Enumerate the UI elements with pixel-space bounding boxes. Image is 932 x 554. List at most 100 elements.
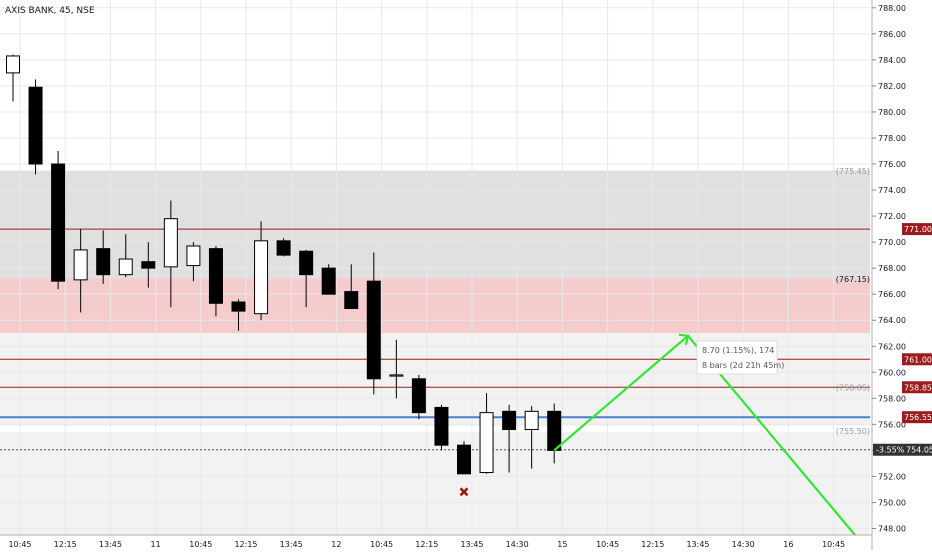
candle-15 xyxy=(344,264,359,310)
candle-body-11 xyxy=(254,240,269,315)
y-tick-label-18: 784.00 xyxy=(878,56,906,65)
candle-body-5 xyxy=(118,258,133,276)
measure-label: 8.70 (1.15%), 174 8 bars (2d 21h 45m) xyxy=(696,340,784,375)
price-tag-1: 761.00 xyxy=(902,353,932,366)
level-label-0: (775.45) xyxy=(836,167,870,176)
x-tick-label-18: 10:45 xyxy=(822,540,845,549)
candle-10 xyxy=(231,299,246,331)
x-tick-label-11: 14:30 xyxy=(506,540,529,549)
price-tag-bg-2 xyxy=(902,381,932,394)
x-tick-label-13: 10:45 xyxy=(596,540,619,549)
price-tag-bg-0 xyxy=(902,223,932,236)
measure-text-range: 8.70 (1.15%), 174 xyxy=(702,346,774,355)
measure-text-bars: 8 bars (2d 21h 45m) xyxy=(702,361,784,370)
candle-5 xyxy=(118,234,133,278)
candle-body-20 xyxy=(457,444,471,475)
x-tick-label-5: 12:15 xyxy=(234,540,257,549)
price-tag-text-0: 771.00 xyxy=(904,225,932,234)
marker-x-b xyxy=(459,487,469,497)
current-price-tag-bg xyxy=(873,443,932,456)
candle-13 xyxy=(299,249,314,308)
candle-23 xyxy=(524,406,539,469)
y-tick-label-9: 766.00 xyxy=(878,290,906,299)
price-tag-text-3: 756.55 xyxy=(904,413,932,422)
candle-body-4 xyxy=(96,248,111,276)
price-tag-2: 758.85 xyxy=(902,381,932,394)
current-price-value: 754.05 xyxy=(906,446,932,455)
candle-3 xyxy=(73,229,88,313)
candle-layer xyxy=(6,54,562,475)
candle-body-7 xyxy=(163,218,178,268)
x-tick-label-15: 13:45 xyxy=(686,540,709,549)
candle-0 xyxy=(6,54,20,102)
candle-body-2 xyxy=(51,163,66,282)
candle-2 xyxy=(51,150,66,289)
y-tick-label-0: 748.00 xyxy=(878,524,906,533)
y-tick-label-16: 780.00 xyxy=(878,108,906,117)
y-tick-label-7: 762.00 xyxy=(878,342,906,351)
y-tick-label-8: 764.00 xyxy=(878,316,906,325)
candle-body-1 xyxy=(28,86,43,165)
price-tag-bg-3 xyxy=(902,411,932,424)
candle-6 xyxy=(141,242,156,288)
candle-body-0 xyxy=(6,55,20,74)
zone-1 xyxy=(0,278,870,334)
zone-0 xyxy=(0,170,870,279)
y-tick-label-13: 774.00 xyxy=(878,186,906,195)
candle-body-17 xyxy=(389,374,404,377)
x-tick-label-0: 10:45 xyxy=(8,540,31,549)
candle-1 xyxy=(28,79,43,175)
x-tick-label-2: 13:45 xyxy=(99,540,122,549)
y-tick-label-2: 752.00 xyxy=(878,472,906,481)
candle-body-15 xyxy=(344,291,359,310)
x-tick-label-16: 14:30 xyxy=(732,540,755,549)
candle-body-8 xyxy=(186,245,201,267)
level-label-1: (767.15) xyxy=(836,275,870,284)
candle-17 xyxy=(389,339,404,399)
x-tick-label-3: 11 xyxy=(151,540,161,549)
y-tick-label-6: 760.00 xyxy=(878,368,906,377)
x-tick-label-6: 13:45 xyxy=(280,540,303,549)
candle-body-19 xyxy=(434,406,449,446)
measure-box xyxy=(696,340,778,375)
candle-20 xyxy=(457,441,471,475)
price-axis-bg xyxy=(872,0,932,550)
chart-title: AXIS BANK, 45, NSE xyxy=(5,6,95,16)
candle-body-14 xyxy=(321,267,336,295)
x-tick-label-9: 12:15 xyxy=(415,540,438,549)
candle-body-12 xyxy=(276,240,291,256)
candle-body-3 xyxy=(73,249,88,281)
zone-layer xyxy=(0,170,870,535)
price-tag-bg-1 xyxy=(902,353,932,366)
y-tick-label-15: 778.00 xyxy=(878,134,906,143)
projection-arrow-head xyxy=(678,333,690,346)
candle-body-24 xyxy=(547,410,562,451)
candle-24 xyxy=(547,403,562,464)
candle-18 xyxy=(411,374,426,420)
candle-7 xyxy=(163,200,178,308)
candle-14 xyxy=(321,264,336,295)
y-tick-label-1: 750.00 xyxy=(878,498,906,507)
y-tick-label-19: 786.00 xyxy=(878,30,906,39)
y-tick-label-10: 768.00 xyxy=(878,264,906,273)
current-price-change: -3.55% xyxy=(876,446,905,455)
price-tag-3: 756.55 xyxy=(902,411,932,424)
x-tick-label-7: 12 xyxy=(331,540,341,549)
y-tick-label-11: 770.00 xyxy=(878,238,906,247)
candle-21 xyxy=(479,393,494,474)
candle-body-23 xyxy=(524,410,539,431)
candle-body-16 xyxy=(366,280,381,380)
x-tick-label-10: 13:45 xyxy=(460,540,483,549)
y-tick-label-4: 756.00 xyxy=(878,420,906,429)
y-tick-label-20: 788.00 xyxy=(878,4,906,13)
current-price-tag: -3.55% 754.05 xyxy=(873,443,932,456)
x-tick-label-12: 15 xyxy=(557,540,567,549)
price-tag-text-1: 761.00 xyxy=(904,355,932,364)
x-tick-label-4: 10:45 xyxy=(189,540,212,549)
level-label-3: (755.50) xyxy=(836,427,870,436)
candle-4 xyxy=(96,230,111,284)
candle-19 xyxy=(434,404,449,451)
